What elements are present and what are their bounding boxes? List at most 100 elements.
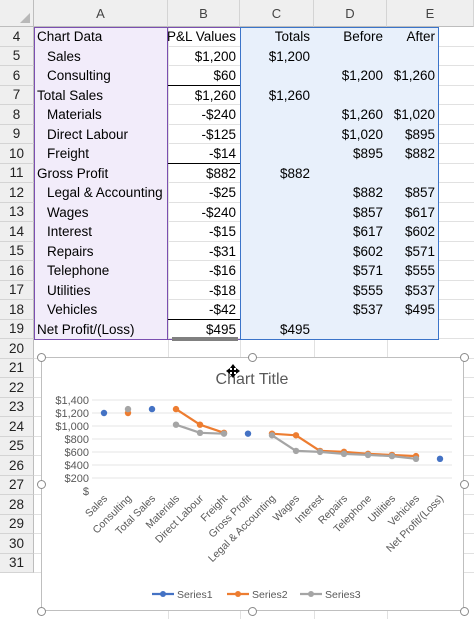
- cell-b9[interactable]: -$125: [201, 126, 236, 142]
- row-header-18[interactable]: 18: [0, 300, 34, 320]
- cell-b8[interactable]: -$240: [201, 107, 236, 123]
- chart-resize-handle[interactable]: [36, 606, 46, 616]
- cell-a9[interactable]: Direct Labour: [47, 126, 129, 142]
- row-header-30[interactable]: 30: [0, 534, 34, 554]
- cell-e9[interactable]: $895: [404, 126, 435, 142]
- row-header-15[interactable]: 15: [0, 241, 34, 261]
- row-header-19[interactable]: 19: [0, 319, 34, 339]
- row-header-20[interactable]: 20: [0, 339, 34, 359]
- row-header-13[interactable]: 13: [0, 202, 34, 222]
- column-header-e[interactable]: E: [387, 0, 474, 27]
- cell-d16[interactable]: $571: [352, 263, 383, 279]
- cell-a17[interactable]: Utilities: [47, 282, 91, 298]
- cell-a16[interactable]: Telephone: [47, 263, 110, 279]
- cell-a13[interactable]: Wages: [47, 204, 89, 220]
- cell-b15[interactable]: -$31: [208, 243, 236, 259]
- row-header-14[interactable]: 14: [0, 222, 34, 242]
- row-header-8[interactable]: 8: [0, 105, 34, 125]
- cell-d6[interactable]: $1,200: [341, 68, 383, 84]
- fill-handle[interactable]: [172, 337, 238, 341]
- row-header-16[interactable]: 16: [0, 261, 34, 281]
- cell-e16[interactable]: $555: [404, 263, 435, 279]
- cell-b6[interactable]: $60: [213, 68, 236, 84]
- cell-e13[interactable]: $617: [404, 204, 435, 220]
- row-header-29[interactable]: 29: [0, 514, 34, 534]
- cell-d12[interactable]: $882: [352, 185, 383, 201]
- cell-a8[interactable]: Materials: [47, 107, 102, 123]
- cell-c11[interactable]: $882: [279, 165, 310, 181]
- cell-a6[interactable]: Consulting: [47, 68, 111, 84]
- column-header-d[interactable]: D: [314, 0, 387, 27]
- chart-resize-handle[interactable]: [36, 352, 46, 362]
- cell-e15[interactable]: $571: [404, 243, 435, 259]
- column-header-b[interactable]: B: [168, 0, 240, 27]
- cell-b12[interactable]: -$25: [208, 185, 236, 201]
- row-header-11[interactable]: 11: [0, 163, 34, 183]
- cell-d10[interactable]: $895: [352, 146, 383, 162]
- cell-a11[interactable]: Gross Profit: [37, 165, 109, 181]
- row-header-25[interactable]: 25: [0, 436, 34, 456]
- row-header-26[interactable]: 26: [0, 456, 34, 476]
- row-header-5[interactable]: 5: [0, 46, 34, 66]
- row-header-12[interactable]: 12: [0, 183, 34, 203]
- cell-a18[interactable]: Vehicles: [47, 302, 98, 318]
- chart-resize-handle[interactable]: [459, 352, 469, 362]
- cell-b14[interactable]: -$15: [208, 224, 236, 240]
- row-header-9[interactable]: 9: [0, 124, 34, 144]
- cell-b17[interactable]: -$18: [208, 282, 236, 298]
- cell-b18[interactable]: -$42: [208, 302, 236, 318]
- cell-a12[interactable]: Legal & Accounting: [47, 185, 163, 201]
- cell-e17[interactable]: $537: [404, 282, 435, 298]
- cell-a15[interactable]: Repairs: [47, 243, 94, 259]
- chart-resize-handle[interactable]: [36, 479, 46, 489]
- cell-a4[interactable]: Chart Data: [37, 29, 103, 45]
- cell-b11[interactable]: $882: [205, 165, 236, 181]
- column-header-a[interactable]: A: [34, 0, 168, 27]
- cell-d18[interactable]: $537: [352, 302, 383, 318]
- cell-d15[interactable]: $602: [352, 243, 383, 259]
- cell-b10[interactable]: -$14: [208, 146, 236, 162]
- row-header-27[interactable]: 27: [0, 475, 34, 495]
- cell-a10[interactable]: Freight: [47, 146, 90, 162]
- row-header-24[interactable]: 24: [0, 417, 34, 437]
- chart-resize-handle[interactable]: [459, 606, 469, 616]
- cell-d9[interactable]: $1,020: [341, 126, 383, 142]
- column-header-c[interactable]: C: [240, 0, 314, 27]
- chart-area[interactable]: Chart Title $ $200 $400 $600 $800 $1,000 $1,200…: [41, 357, 464, 611]
- cell-c7[interactable]: $1,260: [268, 87, 310, 103]
- cell-d13[interactable]: $857: [352, 204, 383, 220]
- cell-d4[interactable]: Before: [343, 29, 383, 45]
- cell-e6[interactable]: $1,260: [393, 68, 435, 84]
- cell-e14[interactable]: $602: [404, 224, 435, 240]
- cell-e8[interactable]: $1,020: [393, 107, 435, 123]
- row-header-28[interactable]: 28: [0, 495, 34, 515]
- row-header-17[interactable]: 17: [0, 280, 34, 300]
- cell-a19[interactable]: Net Profit/(Loss): [37, 321, 135, 337]
- chart-resize-handle[interactable]: [248, 606, 257, 616]
- cell-e18[interactable]: $495: [404, 302, 435, 318]
- select-all-button[interactable]: [0, 0, 34, 27]
- cell-b4[interactable]: P&L Values: [168, 29, 236, 45]
- cell-e10[interactable]: $882: [404, 146, 435, 162]
- row-header-23[interactable]: 23: [0, 397, 34, 417]
- row-header-21[interactable]: 21: [0, 358, 34, 378]
- row-header-10[interactable]: 10: [0, 144, 34, 164]
- cell-e12[interactable]: $857: [404, 185, 435, 201]
- cell-c19[interactable]: $495: [279, 321, 310, 337]
- cell-c4[interactable]: Totals: [274, 29, 310, 45]
- chart-resize-handle[interactable]: [248, 352, 257, 362]
- cell-d8[interactable]: $1,260: [341, 107, 383, 123]
- row-header-22[interactable]: 22: [0, 378, 34, 398]
- row-header-6[interactable]: 6: [0, 66, 34, 86]
- cell-b19[interactable]: $495: [205, 321, 236, 337]
- row-header-4[interactable]: 4: [0, 27, 34, 47]
- cell-a5[interactable]: Sales: [47, 48, 81, 64]
- cell-c5[interactable]: $1,200: [268, 48, 310, 64]
- cell-b5[interactable]: $1,200: [194, 48, 236, 64]
- cell-a14[interactable]: Interest: [47, 224, 93, 240]
- cell-d17[interactable]: $555: [352, 282, 383, 298]
- cell-b7[interactable]: $1,260: [194, 87, 236, 103]
- cell-b16[interactable]: -$16: [208, 263, 236, 279]
- cell-b13[interactable]: -$240: [201, 204, 236, 220]
- row-header-31[interactable]: 31: [0, 553, 34, 573]
